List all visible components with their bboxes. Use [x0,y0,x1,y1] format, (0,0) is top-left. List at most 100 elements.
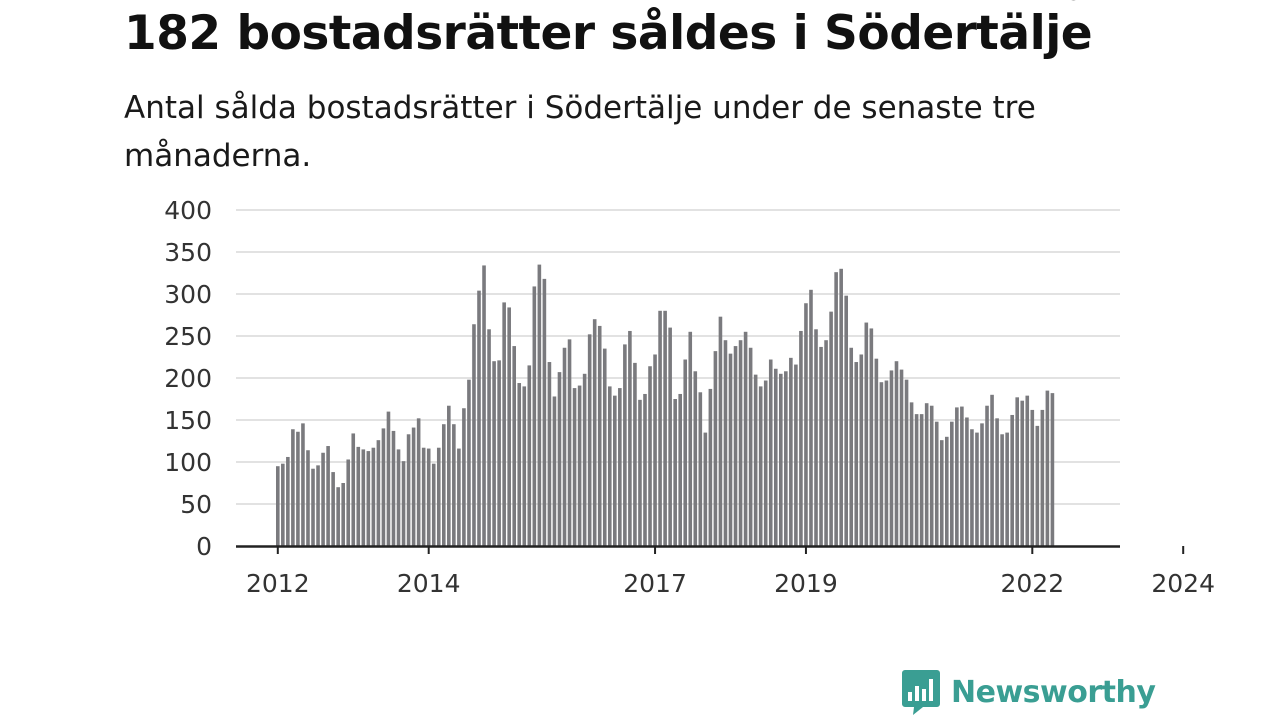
bar [381,428,386,546]
bar [426,448,431,546]
bar [970,429,974,546]
bar [482,265,486,546]
bar [653,354,657,546]
bar [1030,409,1035,546]
bar [487,329,491,546]
bar [592,319,597,546]
bar [1005,432,1009,546]
bar [698,392,703,546]
y-tick-label: 350 [164,238,212,267]
bar [789,357,793,546]
bar [663,310,667,546]
bar [939,440,944,546]
bar [562,347,567,546]
bar [1035,425,1040,546]
bar [944,436,949,546]
bar [517,383,522,546]
bar [809,289,813,546]
bar [296,431,300,546]
bar [779,373,783,546]
bar [547,362,552,546]
bar [497,360,501,546]
bar [467,379,471,546]
bar [960,406,964,546]
bar [567,339,572,546]
bar [904,379,909,546]
bar [326,446,330,546]
bar [532,286,537,546]
bar [1020,400,1025,546]
bar [371,447,376,546]
bar [522,386,527,546]
data-labels: 182 [1049,0,1099,7]
y-tick-label: 100 [164,448,212,477]
bar [401,461,406,546]
chart-subtitle: Antal sålda bostadsrätter i Södertälje u… [124,90,1036,174]
bar [356,446,361,546]
y-tick-label: 150 [164,406,212,435]
bar [995,418,999,546]
bar [602,348,607,546]
bar [728,353,733,546]
bar [799,330,803,546]
bar [673,399,677,546]
bar [763,380,768,546]
bar [597,325,602,546]
x-tick-label: 2012 [246,569,310,598]
newsworthy-logo: Newsworthy [901,668,1156,716]
bar [1040,409,1045,546]
bar [743,331,748,546]
x-axis-ticks: 2012 2014 2017 2019 2022 2024 [246,546,1215,598]
bar [874,358,879,546]
chart-title: 182 bostadsrätter såldes i Södertälje [124,6,1093,61]
bar [607,386,612,546]
bar [416,418,421,546]
newsworthy-logo-text: Newsworthy [951,674,1156,710]
bar [301,423,305,546]
bar [693,371,698,546]
bar [658,310,662,546]
bar [306,450,310,546]
bar [386,411,391,546]
newsworthy-logo-icon [902,670,940,715]
bar [633,362,637,546]
bar [472,324,476,546]
bar [819,346,823,546]
y-axis-ticks: 0 50 100 150 200 250 300 350 400 [164,196,212,561]
bar [824,340,828,546]
bar [457,448,461,546]
bar [814,329,818,546]
bar [753,374,758,546]
bar [929,405,934,546]
bar [276,466,280,546]
bar [421,447,426,546]
bar [572,388,577,546]
bar [919,414,924,546]
bar [844,295,848,546]
bar [623,344,627,546]
bar [950,421,954,546]
bar [678,393,682,546]
bar [733,346,738,546]
bar [829,311,833,546]
x-tick-label: 2019 [774,569,838,598]
bar [316,465,320,546]
bar [975,432,979,546]
bar [477,290,481,546]
bars [276,264,1055,546]
y-tick-label: 50 [180,490,212,519]
bar [286,456,290,546]
bar [582,373,587,546]
bar [613,395,617,546]
bar [773,368,778,546]
bar [839,268,843,546]
bar [869,328,874,546]
bar [794,364,798,546]
bar [542,278,547,546]
bar [668,327,672,546]
bar [638,399,642,546]
x-tick-label: 2024 [1151,569,1215,598]
bar [1045,390,1050,546]
bar [990,394,994,546]
